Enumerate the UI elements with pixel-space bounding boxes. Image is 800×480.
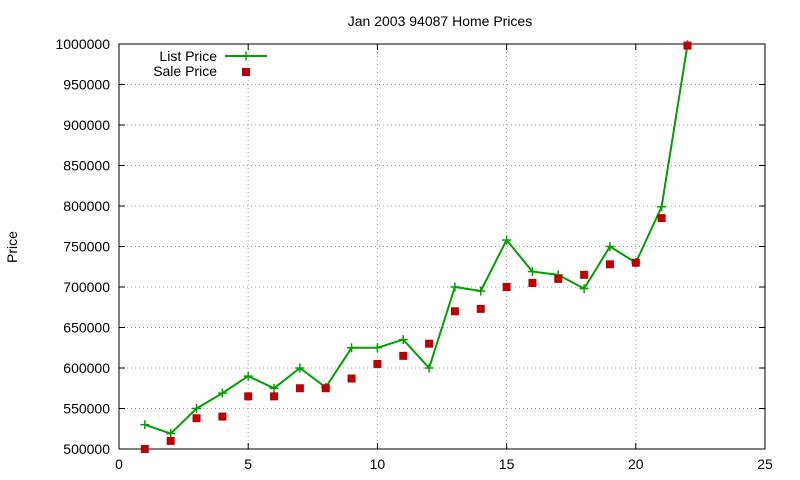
x-tick-label: 5 [244,456,252,472]
series-line-list-price [144,44,689,435]
x-tick-label: 15 [499,456,515,472]
data-point-list-price [657,202,667,212]
data-point-sale-price [450,307,459,316]
y-tick-label: 850000 [63,158,110,174]
data-point-sale-price [657,214,666,223]
chart-title: Jan 2003 94087 Home Prices [348,13,532,29]
y-tick-label: 900000 [63,117,110,133]
data-point-list-price [372,343,382,353]
data-point-sale-price [192,414,201,423]
data-point-list-price [424,363,434,373]
legend-label-sale-price: Sale Price [153,63,217,79]
y-tick-label: 800000 [63,198,110,214]
data-point-list-price [140,420,150,430]
data-point-sale-price [347,374,356,383]
legend-swatches [225,51,267,76]
data-point-sale-price [166,436,175,445]
plot-frame [118,43,766,450]
data-point-sale-price [580,270,589,279]
y-tick-label: 750000 [63,239,110,255]
x-tick-label: 0 [115,456,123,472]
data-point-sale-price [631,258,640,267]
x-tick-label: 20 [628,456,644,472]
y-tick-label: 500000 [63,441,110,457]
data-point-list-price [527,267,537,277]
legend: List Price Sale Price [153,48,267,79]
data-point-sale-price [399,351,408,360]
data-point-sale-price [683,41,692,50]
data-point-sale-price [425,339,434,348]
data-point-sale-price [270,392,279,401]
data-point-sale-price [502,283,511,291]
data-point-list-price [166,429,176,439]
data-point-list-price [217,388,227,398]
y-tick-label: 600000 [63,360,110,376]
y-tick-label: 950000 [63,77,110,93]
legend-marker-sale-price [242,68,250,76]
data-point-list-price [269,383,279,393]
data-point-list-price [450,282,460,292]
data-point-list-price [295,363,305,373]
data-point-list-price [605,242,615,251]
x-tick-label: 25 [757,456,773,472]
data-point-sale-price [244,392,253,401]
series-layer [140,40,692,453]
data-point-list-price [243,371,253,381]
data-point-list-price [502,235,512,245]
data-point-sale-price [528,278,537,287]
y-tick-label: 650000 [63,320,110,336]
data-point-list-price [347,343,357,353]
x-tick-label: 10 [370,456,386,472]
data-point-sale-price [554,274,563,283]
data-point-list-price [579,284,589,294]
data-point-list-price [476,286,486,296]
legend-label-list-price: List Price [159,48,217,64]
y-tick-label: 550000 [63,401,110,417]
legend-marker-list-price [241,51,251,61]
data-point-sale-price [373,359,382,368]
axis-ticks: 500000 550000 600000 650000 700000 750000 8000… [55,36,773,472]
data-point-list-price [192,404,202,413]
grid [119,44,765,449]
data-point-sale-price [295,384,304,393]
y-axis-label: Price [4,231,20,263]
data-point-sale-price [476,304,485,313]
data-point-sale-price [218,412,227,421]
y-tick-label: 700000 [63,279,110,295]
data-point-sale-price [140,445,149,453]
data-point-sale-price [321,384,330,393]
data-point-sale-price [605,260,614,269]
data-point-list-price [398,335,408,345]
y-tick-label: 1000000 [55,36,110,52]
